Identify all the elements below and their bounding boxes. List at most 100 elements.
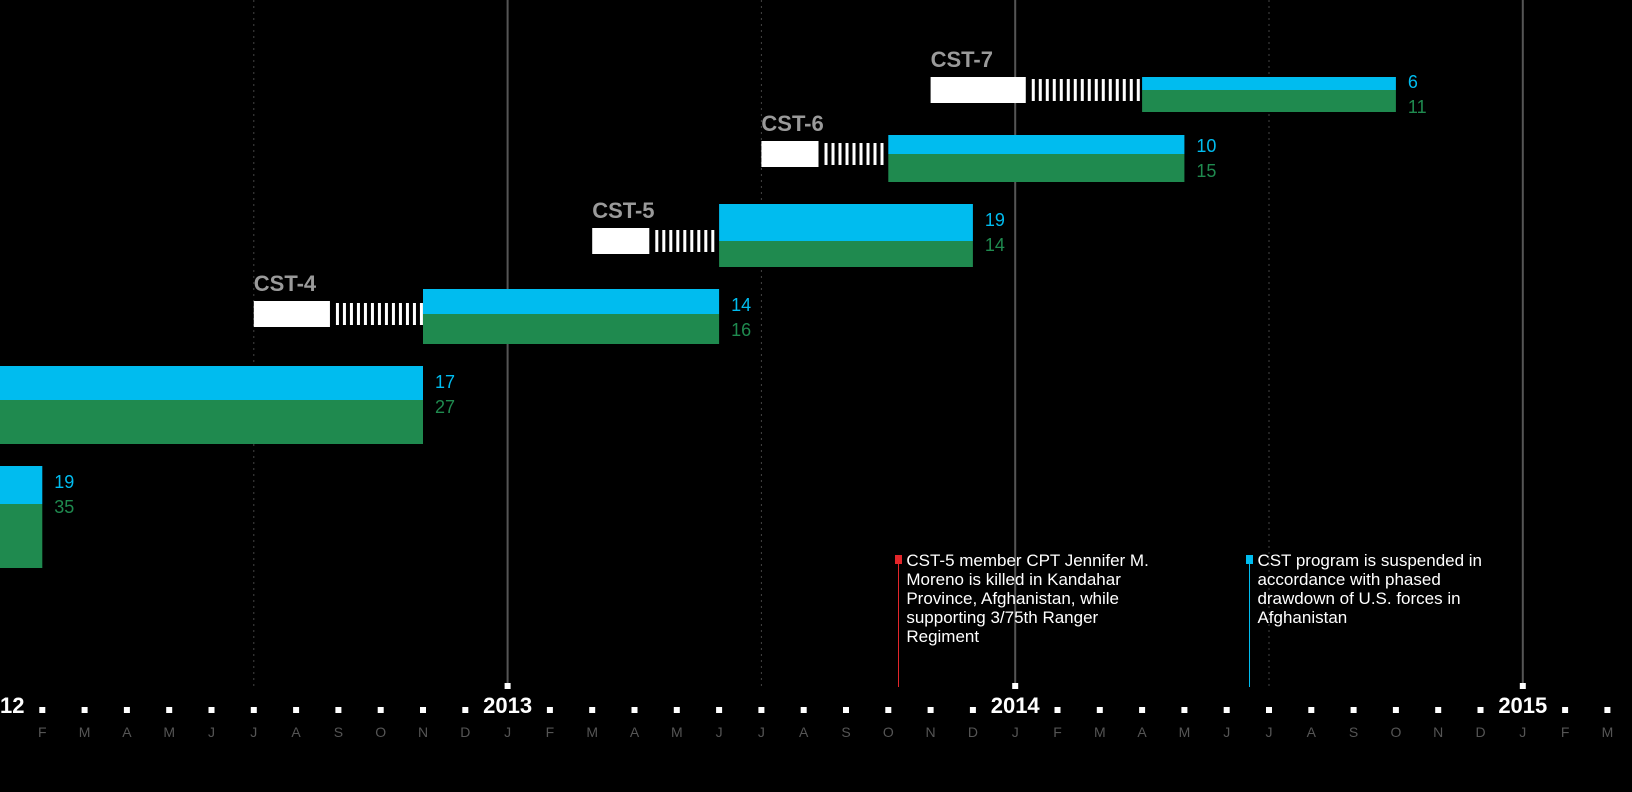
month-tick <box>166 707 173 713</box>
prep-bar <box>592 228 650 254</box>
prep-hatch <box>1052 79 1056 101</box>
prep-hatch <box>1045 79 1049 101</box>
prep-hatch <box>391 303 395 325</box>
team-bar-a <box>719 204 973 241</box>
team-bar-a <box>1142 77 1396 90</box>
month-tick <box>1054 707 1061 713</box>
team-label: CST-4 <box>254 271 317 296</box>
prep-hatch <box>1129 79 1133 101</box>
prep-hatch <box>697 230 701 252</box>
team-bar-b <box>0 504 43 568</box>
month-tick <box>1266 707 1272 713</box>
month-label: D <box>968 724 978 740</box>
prep-hatch <box>349 303 353 325</box>
month-label: A <box>1137 724 1147 740</box>
prep-bar <box>253 301 330 327</box>
month-label: J <box>758 724 765 740</box>
prep-hatch <box>1066 79 1070 101</box>
event-marker-suspension <box>1246 555 1254 564</box>
prep-hatch <box>1059 79 1063 101</box>
prep-hatch <box>662 230 666 252</box>
team-bar-b <box>888 154 1185 182</box>
prep-hatch <box>711 230 715 252</box>
prep-hatch <box>1031 79 1035 101</box>
year-tick <box>1519 683 1526 689</box>
prep-hatch <box>676 230 680 252</box>
prep-hatch <box>655 230 659 252</box>
month-tick <box>123 707 130 713</box>
month-tick <box>1223 707 1230 713</box>
month-label: A <box>122 724 132 740</box>
month-label: A <box>291 724 301 740</box>
team-value-b: 35 <box>54 497 74 517</box>
event-line-suspension <box>1249 555 1251 687</box>
team-value-b: 27 <box>435 397 455 417</box>
month-tick <box>716 707 723 713</box>
month-label: N <box>1433 724 1443 740</box>
month-label: F <box>38 724 47 740</box>
month-label: F <box>1561 724 1570 740</box>
team-label: CST-5 <box>592 198 654 223</box>
prep-hatch <box>1087 79 1091 101</box>
team-bar-b <box>423 314 720 344</box>
month-label: S <box>1349 724 1358 740</box>
team-value-b: 15 <box>1196 161 1216 181</box>
month-tick <box>250 707 257 713</box>
prep-hatch <box>363 303 367 325</box>
prep-hatch <box>1094 79 1098 101</box>
month-label: F <box>546 724 555 740</box>
month-tick <box>546 707 553 713</box>
month-label: O <box>375 724 386 740</box>
prep-hatch <box>335 303 339 325</box>
month-tick <box>758 707 765 713</box>
team-bar-a <box>0 366 423 400</box>
year-tick <box>1012 683 1019 689</box>
team-label: CST-6 <box>761 111 823 136</box>
month-tick <box>927 707 934 713</box>
prep-hatch <box>398 303 402 325</box>
month-label: M <box>586 724 598 740</box>
month-label: A <box>630 724 640 740</box>
team-value-b: 11 <box>1408 97 1427 117</box>
month-tick <box>208 707 215 713</box>
prep-hatch <box>370 303 374 325</box>
month-label: J <box>250 724 257 740</box>
month-label: J <box>1266 724 1273 740</box>
prep-hatch <box>356 303 360 325</box>
month-label: O <box>883 724 894 740</box>
prep-hatch <box>1073 79 1077 101</box>
month-tick <box>885 707 892 713</box>
month-label: S <box>334 724 343 740</box>
month-tick <box>1604 707 1611 713</box>
prep-hatch <box>880 143 884 165</box>
prep-hatch <box>384 303 388 325</box>
prep-hatch <box>873 143 877 165</box>
team-value-a: 10 <box>1196 136 1216 156</box>
team-value-a: 6 <box>1408 72 1418 92</box>
prep-bar <box>761 141 819 167</box>
month-label: M <box>79 724 91 740</box>
month-tick <box>293 707 300 713</box>
prep-hatch <box>405 303 409 325</box>
month-tick <box>1392 707 1399 713</box>
prep-hatch <box>419 303 423 325</box>
time-axis: F M A M J J A S O N D F M A M J J A S O N D F M A M J J A S O N D F M 12 201… <box>0 683 1613 740</box>
prep-hatch <box>852 143 856 165</box>
month-label: A <box>1307 724 1317 740</box>
month-label: M <box>1094 724 1106 740</box>
prep-hatch <box>1038 79 1042 101</box>
prep-hatch <box>683 230 687 252</box>
event-note-moreno: CST-5 member CPT Jennifer M. Moreno is k… <box>906 551 1149 646</box>
prep-hatch <box>669 230 673 252</box>
month-tick <box>1350 707 1357 713</box>
prep-hatch <box>1115 79 1119 101</box>
event-marker-moreno <box>895 555 903 564</box>
month-label: J <box>716 724 723 740</box>
month-label: A <box>799 724 809 740</box>
month-tick <box>969 707 976 713</box>
month-label: M <box>1602 724 1614 740</box>
month-label: D <box>1475 724 1485 740</box>
month-label: J <box>1519 724 1526 740</box>
month-label: J <box>1012 724 1019 740</box>
